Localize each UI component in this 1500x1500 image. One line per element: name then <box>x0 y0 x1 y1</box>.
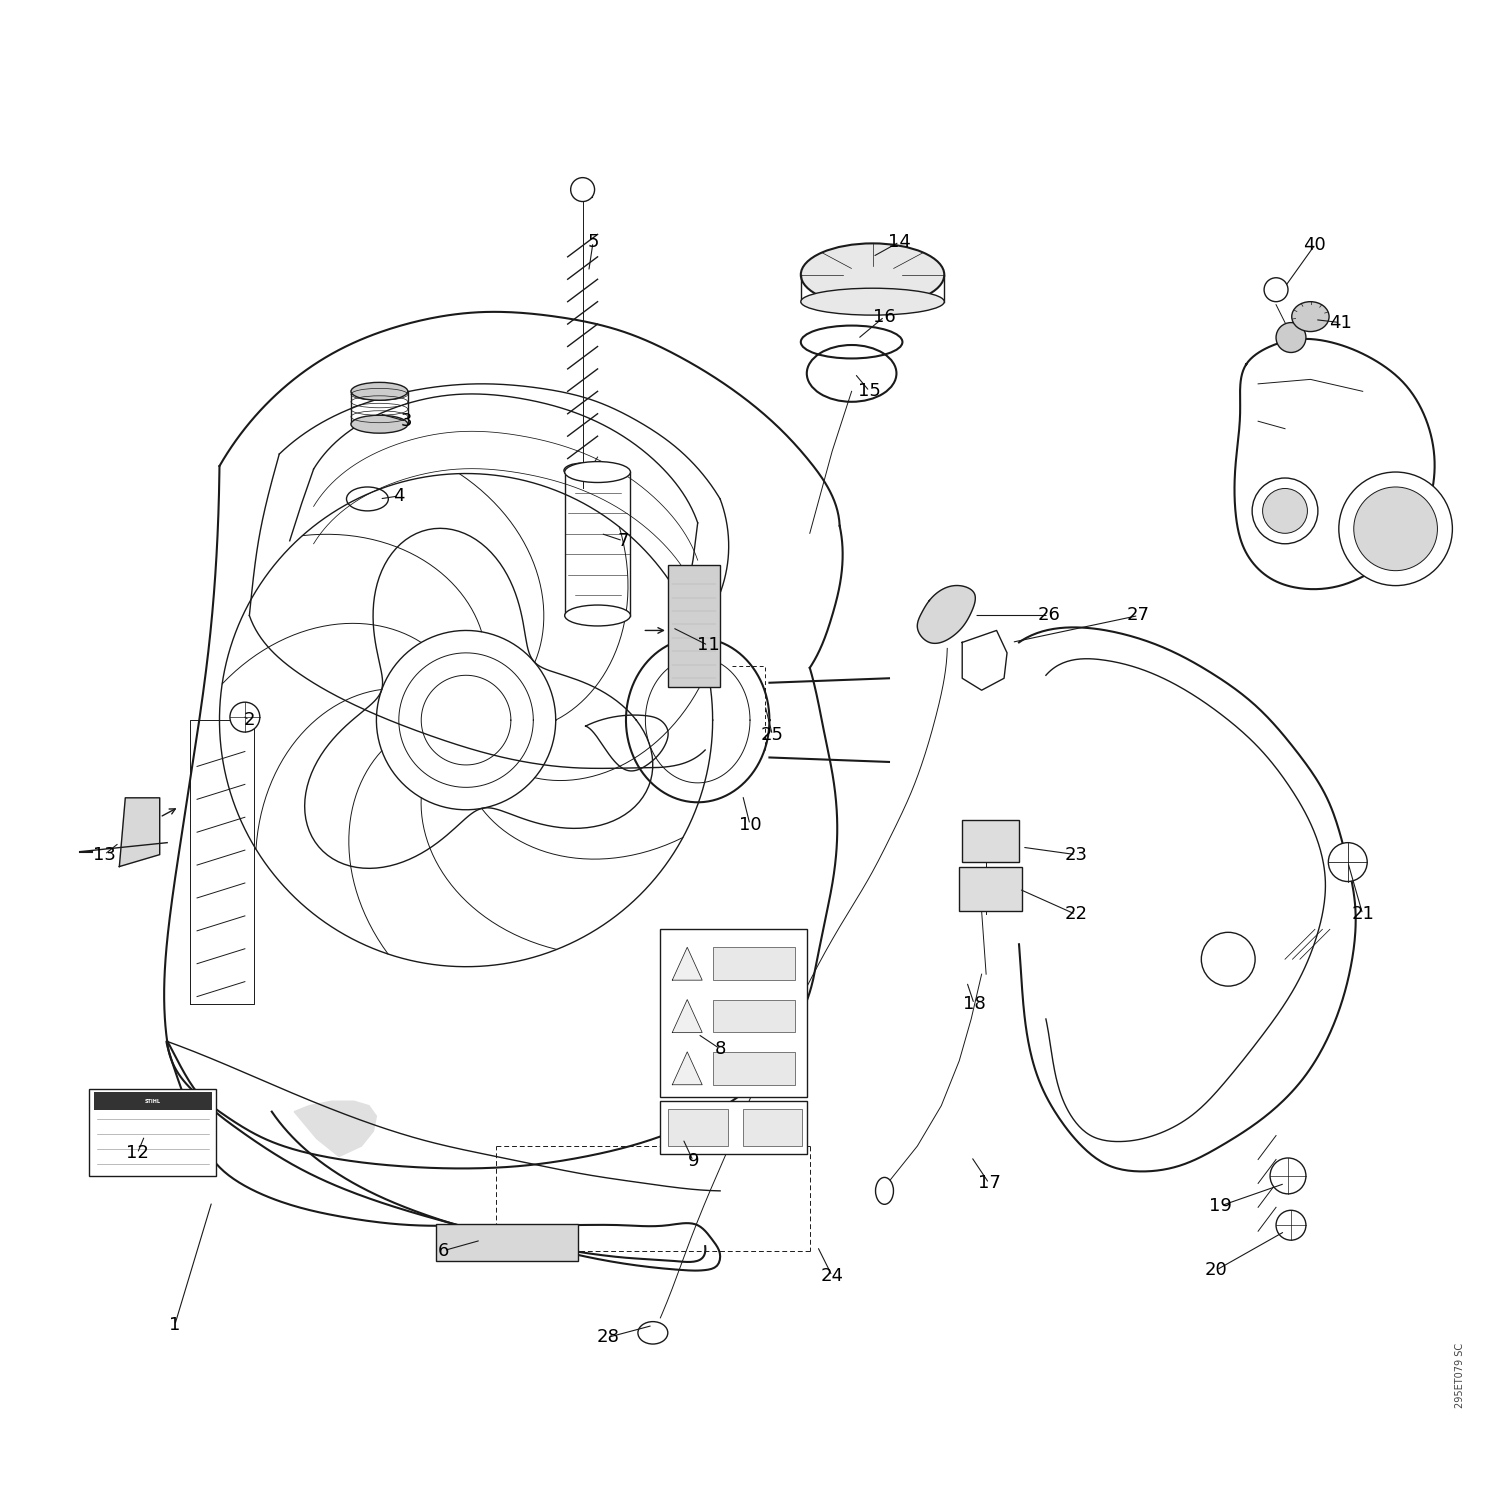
Ellipse shape <box>801 288 945 315</box>
Text: 27: 27 <box>1126 606 1150 624</box>
Ellipse shape <box>351 416 408 434</box>
Text: 1: 1 <box>170 1317 180 1335</box>
Circle shape <box>1276 322 1306 352</box>
Text: 24: 24 <box>821 1268 843 1286</box>
Polygon shape <box>918 585 975 644</box>
Bar <box>436 1224 578 1262</box>
Ellipse shape <box>801 243 945 306</box>
Bar <box>660 930 807 1096</box>
Text: 28: 28 <box>597 1329 619 1347</box>
Text: 2: 2 <box>243 711 255 729</box>
Text: 16: 16 <box>873 308 895 326</box>
Bar <box>94 1092 212 1110</box>
Circle shape <box>1252 478 1318 544</box>
Ellipse shape <box>351 382 408 400</box>
Ellipse shape <box>1292 302 1329 332</box>
Text: 23: 23 <box>1065 846 1088 864</box>
Circle shape <box>1202 933 1255 986</box>
Text: 10: 10 <box>738 816 762 834</box>
Text: 7: 7 <box>616 532 628 550</box>
Polygon shape <box>672 999 702 1032</box>
Bar <box>742 1108 802 1146</box>
Text: 18: 18 <box>963 994 986 1012</box>
Circle shape <box>1264 278 1288 302</box>
Bar <box>90 1089 216 1176</box>
Text: 6: 6 <box>438 1242 450 1260</box>
Text: 21: 21 <box>1352 906 1374 924</box>
Text: 12: 12 <box>126 1144 148 1162</box>
Text: 13: 13 <box>93 846 116 864</box>
Circle shape <box>1276 1210 1306 1240</box>
Text: 26: 26 <box>1038 606 1060 624</box>
Polygon shape <box>294 1101 376 1156</box>
Circle shape <box>1354 488 1437 570</box>
Text: 3: 3 <box>400 413 412 430</box>
Ellipse shape <box>564 464 602 478</box>
Text: 5: 5 <box>588 232 598 250</box>
Text: 25: 25 <box>760 726 784 744</box>
Text: 8: 8 <box>714 1040 726 1058</box>
Polygon shape <box>672 1052 702 1084</box>
Ellipse shape <box>564 604 630 625</box>
Bar <box>668 564 720 687</box>
Circle shape <box>230 702 260 732</box>
Bar <box>962 821 1018 862</box>
Text: 4: 4 <box>393 488 405 506</box>
Circle shape <box>570 177 594 201</box>
Ellipse shape <box>876 1178 894 1204</box>
Polygon shape <box>120 798 159 867</box>
Circle shape <box>1270 1158 1306 1194</box>
Text: 11: 11 <box>698 636 720 654</box>
Text: 9: 9 <box>687 1152 699 1170</box>
Text: 40: 40 <box>1304 236 1326 254</box>
Bar <box>712 1052 795 1084</box>
Circle shape <box>1263 489 1308 534</box>
Bar <box>712 948 795 980</box>
Bar <box>668 1108 728 1146</box>
Text: STIHL: STIHL <box>146 1098 160 1104</box>
Bar <box>712 999 795 1032</box>
Ellipse shape <box>801 326 903 358</box>
Polygon shape <box>962 630 1006 690</box>
Text: 17: 17 <box>978 1174 1000 1192</box>
Circle shape <box>1329 843 1366 882</box>
Text: 20: 20 <box>1204 1262 1227 1280</box>
Bar <box>660 1101 807 1154</box>
Polygon shape <box>672 948 702 980</box>
Text: 22: 22 <box>1065 906 1088 924</box>
Text: 19: 19 <box>1209 1197 1231 1215</box>
Circle shape <box>1340 472 1452 585</box>
Text: 14: 14 <box>888 232 910 250</box>
Text: 15: 15 <box>858 382 880 400</box>
Bar <box>958 867 1022 912</box>
Text: 295ET079 SC: 295ET079 SC <box>1455 1342 1466 1407</box>
Text: 41: 41 <box>1329 314 1352 332</box>
Ellipse shape <box>564 462 630 483</box>
